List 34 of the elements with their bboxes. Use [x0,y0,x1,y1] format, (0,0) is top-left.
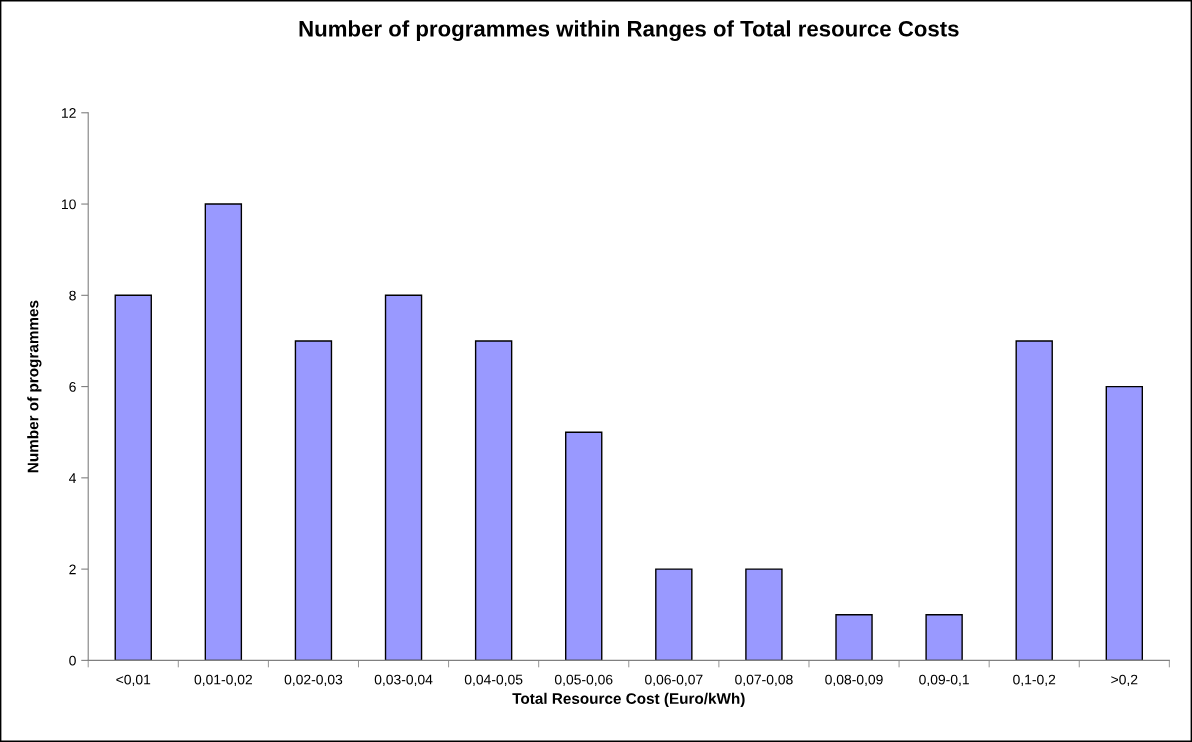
bar [1105,385,1144,661]
bar [204,203,243,661]
x-tick-label: 0,09-0,1 [919,674,969,687]
bar [474,340,513,661]
y-tick-label: 2 [69,564,76,575]
x-tick-label: 0,08-0,09 [825,674,883,687]
bar [294,340,333,661]
bar [745,568,783,661]
x-tick-label: 0,06-0,07 [645,674,703,687]
bar [835,614,873,661]
y-tick-label: 0 [69,655,76,666]
x-tick-label: 0,02-0,03 [284,674,343,687]
x-tick-label: 0,01-0,02 [194,674,252,687]
y-tick-label: 4 [69,473,76,483]
x-tick-label: 0,04-0,05 [464,674,523,687]
x-tick-label: >0,2 [1111,674,1138,687]
bar [114,294,152,661]
bar [565,431,603,661]
bar [925,614,963,661]
x-tick-label: 0,1-0,2 [1013,674,1056,687]
x-tick-label: <0,01 [116,674,151,687]
bar [384,294,423,661]
x-tick-label: 0,05-0,06 [554,674,613,687]
y-tick-label: 8 [69,290,76,301]
chart-title: Number of programmes within Ranges of Total resource Costs [299,20,959,42]
y-tick-label: 12 [62,108,76,118]
bar [655,568,693,661]
y-tick-label: 6 [69,381,76,392]
x-axis-title: Total Resource Cost (Euro/kWh) [512,692,745,708]
y-tick-label: 10 [62,199,76,210]
y-axis-title: Number of programmes [27,300,42,473]
x-tick-label: 0,07-0,08 [735,674,793,687]
x-tick-label: 0,03-0,04 [374,674,433,687]
bar [1015,340,1053,661]
